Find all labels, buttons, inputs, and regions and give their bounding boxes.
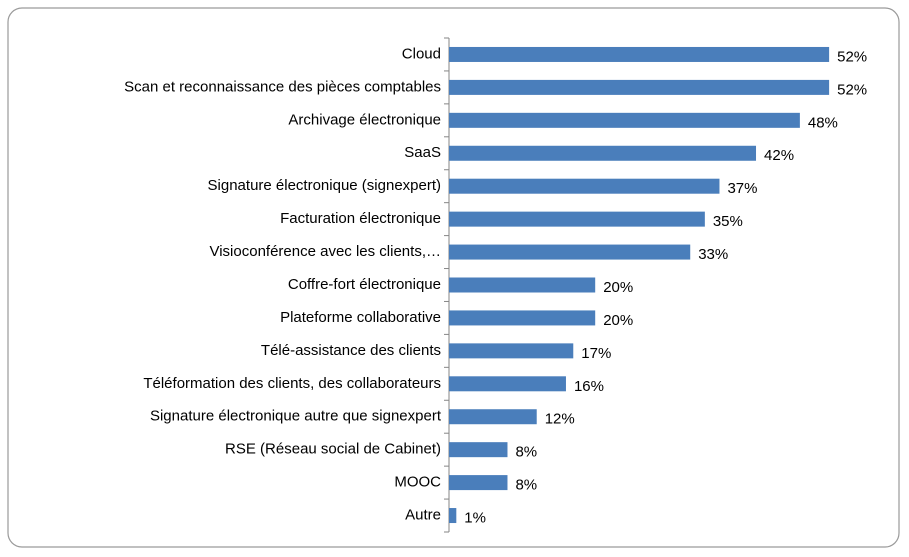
category-label: Archivage électronique: [288, 111, 441, 128]
value-label: 20%: [603, 279, 633, 296]
bar: [449, 211, 705, 227]
value-label: 20%: [603, 312, 633, 329]
bar: [449, 46, 830, 62]
value-label: 17%: [581, 345, 611, 362]
value-label: 8%: [515, 444, 537, 461]
category-label: Facturation électronique: [280, 210, 441, 227]
category-label: Signature électronique autre que signexp…: [150, 408, 442, 425]
value-label: 16%: [574, 378, 604, 395]
value-label: 33%: [698, 246, 728, 263]
bar: [449, 112, 800, 128]
bar: [449, 277, 596, 293]
category-label: RSE (Réseau social de Cabinet): [225, 441, 441, 458]
value-label: 42%: [764, 147, 794, 164]
category-label: Télé-assistance des clients: [261, 342, 441, 359]
bar: [449, 409, 537, 425]
bar: [449, 79, 830, 95]
value-label: 8%: [515, 477, 537, 494]
bar: [449, 475, 508, 491]
bar: [449, 343, 574, 359]
bar: [449, 178, 720, 194]
value-label: 12%: [545, 411, 575, 428]
value-label: 37%: [727, 180, 757, 197]
value-label: 52%: [837, 81, 867, 98]
category-label: Autre: [405, 507, 441, 524]
category-label: Cloud: [402, 45, 441, 62]
value-label: 1%: [464, 510, 486, 527]
bar: [449, 145, 757, 161]
category-label: Signature électronique (signexpert): [208, 177, 441, 194]
bar: [449, 310, 596, 326]
category-label: Scan et reconnaissance des pièces compta…: [124, 78, 441, 95]
bar: [449, 376, 566, 392]
category-label: MOOC: [394, 474, 441, 491]
category-label: Téléformation des clients, des collabora…: [143, 375, 441, 392]
bar: [449, 244, 691, 260]
category-label: Visioconférence avec les clients,…: [209, 243, 441, 260]
bar: [449, 442, 508, 458]
value-label: 52%: [837, 48, 867, 65]
bar: [449, 508, 457, 524]
value-label: 35%: [713, 213, 743, 230]
value-label: 48%: [808, 114, 838, 131]
category-label: SaaS: [404, 144, 441, 161]
category-label: Plateforme collaborative: [280, 309, 441, 326]
category-label: Coffre-fort électronique: [288, 276, 441, 293]
